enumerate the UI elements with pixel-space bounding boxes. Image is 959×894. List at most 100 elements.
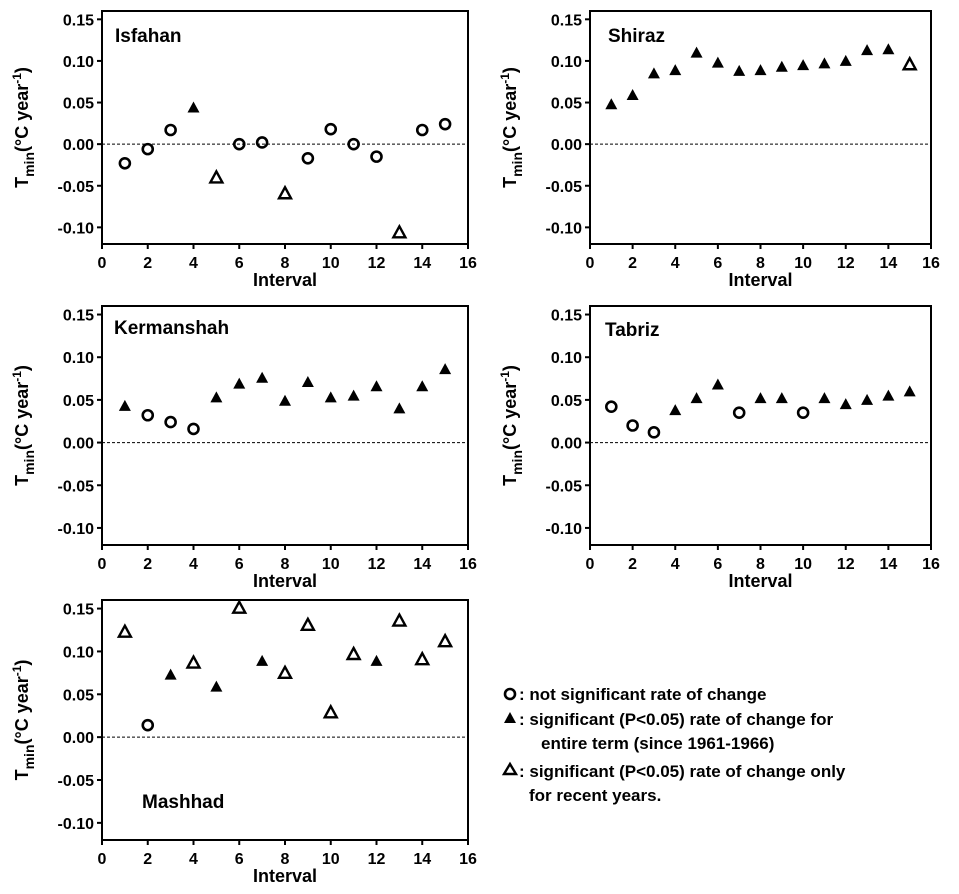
x-tick-label: 4 [671,255,680,272]
y-tick-label: -0.05 [546,478,583,495]
data-point-filled-triangle [210,391,223,403]
y-axis-label: Tmin(°C year-1) [498,365,525,486]
data-point-open-triangle [322,703,339,719]
y-tick-label: 0.00 [551,137,582,154]
data-point-filled-triangle [210,680,223,692]
panel-tabriz: 0.15 0.10 0.05 0.00 -0.05 -0.10 0 2 4 6 8 10 12 14 16 I… [498,305,940,591]
y-tick-label: 0.15 [63,308,94,325]
x-tick-label: 16 [459,556,477,573]
legend-entry-significant-entire-term: : significant (P<0.05) rate of change fo… [504,710,833,753]
x-tick-label: 14 [413,556,431,573]
data-point-circle [255,136,269,149]
data-point-circle [324,122,338,136]
legend-label-significant-entire-term-cont: entire term (since 1961-1966) [541,734,774,753]
y-tick-label: 0.05 [63,393,94,410]
y-tick-label: -0.05 [58,478,95,495]
data-point-circle [118,156,132,170]
data-point-filled-triangle [279,394,291,406]
x-tick-label: 12 [368,255,386,272]
y-tick-label: 0.15 [63,12,94,29]
y-tick-label: -0.05 [58,179,95,196]
plot-frame [589,305,932,546]
data-point-filled-triangle [626,89,639,101]
y-tick-label: 0.05 [551,96,582,113]
y-tick-label: 0.10 [551,350,582,367]
x-tick-label: 8 [281,255,290,272]
x-tick-label: 14 [879,556,897,573]
y-tick-label: 0.05 [551,393,582,410]
y-tick-label: 0.10 [551,54,582,71]
y-axis-label: Tmin(°C year-1) [10,660,37,781]
x-tick-label: 6 [235,255,244,272]
data-point-open-triangle [901,55,918,71]
y-tick-label: 0.00 [63,137,94,154]
data-point-filled-triangle [370,380,383,392]
x-tick-label: 4 [189,851,198,868]
y-tick-label: -0.10 [546,220,583,237]
data-point-filled-triangle [839,398,852,410]
data-point-filled-triangle [818,57,831,69]
data-point-open-triangle [391,223,408,239]
data-point-open-triangle [276,184,294,200]
x-tick-label: 8 [756,255,765,272]
x-tick-label: 12 [368,556,386,573]
data-point-filled-triangle [370,654,383,666]
data-point-open-triangle [185,654,202,669]
x-tick-label: 10 [794,255,812,272]
x-tick-label: 14 [413,851,431,868]
x-axis-label: Interval [728,571,792,591]
legend: : not significant rate of change : signi… [501,685,846,805]
panel-mashhad: 0.15 0.10 0.05 0.00 -0.05 -0.10 0 2 4 6 8 10 12 14 16 I… [10,599,477,886]
data-point-circle [232,137,246,151]
station-name: Kermanshah [114,318,229,339]
x-tick-label: 2 [143,255,152,272]
data-point-open-triangle [208,168,225,184]
panel-isfahan: 0.15 0.10 0.05 0.00 -0.05 -0.10 0 2 4 6 8 10 12 14 16 I… [10,10,477,290]
data-point-filled-triangle [818,392,831,404]
x-axis-label: Interval [253,866,317,886]
data-point-filled-triangle [647,67,660,79]
data-point-open-triangle [414,650,431,666]
x-tick-label: 6 [235,556,244,573]
data-point-filled-triangle [256,371,269,383]
data-point-circle [647,426,661,439]
data-point-filled-triangle [839,54,852,66]
x-tick-label: 2 [628,556,637,573]
x-tick-label: 16 [459,851,477,868]
legend-filled-triangle-marker [504,712,516,723]
station-name: Mashhad [142,792,224,813]
x-tick-label: 6 [235,851,244,868]
data-point-circle [438,117,452,131]
x-tick-label: 6 [713,255,722,272]
station-name: Shiraz [608,26,665,47]
y-axis-label: Tmin(°C year-1) [498,67,525,188]
legend-label-significant-recent: : significant (P<0.05) rate of change on… [519,762,846,781]
data-point-circle [187,422,200,436]
legend-entry-not-significant: : not significant rate of change [503,685,766,704]
x-tick-label: 0 [98,255,107,272]
data-point-filled-triangle [690,46,703,58]
y-tick-label: 0.10 [63,54,94,71]
y-tick-label: 0.15 [551,308,582,325]
y-tick-label: 0.05 [63,687,94,704]
x-tick-label: 8 [756,556,765,573]
data-point-filled-triangle [164,668,177,680]
y-tick-label: 0.10 [63,644,94,661]
y-tick-label: 0.00 [63,730,94,747]
data-point-open-triangle [276,664,294,680]
x-axis-label: Interval [253,270,317,290]
y-tick-label: 0.00 [63,436,94,453]
data-point-filled-triangle [439,363,452,375]
y-tick-label: -0.10 [58,521,95,538]
data-point-filled-triangle [324,391,337,403]
data-point-filled-triangle [711,56,724,68]
legend-circle-marker [503,687,517,701]
y-tick-label: 0.10 [63,350,94,367]
data-point-filled-triangle [669,404,682,416]
y-tick-label: 0.00 [551,436,582,453]
data-point-filled-triangle [233,377,246,389]
data-point-circle [796,406,810,419]
data-point-filled-triangle [882,389,895,401]
data-point-circle [732,406,746,419]
